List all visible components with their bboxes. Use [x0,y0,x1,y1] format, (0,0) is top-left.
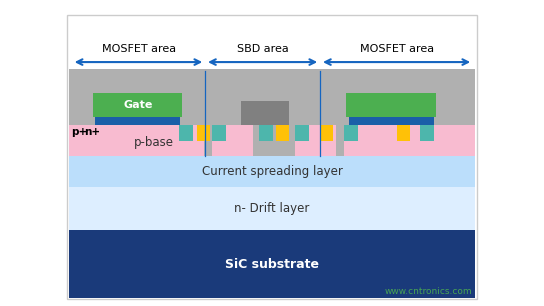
Text: Current spreading layer: Current spreading layer [202,165,342,178]
Text: Gate: Gate [123,100,152,110]
Bar [95,117,180,125]
Bar [344,125,475,156]
Bar [69,187,475,230]
Text: n+: n+ [84,127,100,137]
Bar [69,156,475,187]
Text: n- Drift layer: n- Drift layer [234,202,310,215]
Text: www.cntronics.com: www.cntronics.com [385,287,472,297]
Bar [240,101,289,125]
Bar [69,69,475,156]
Bar [276,125,289,141]
Bar [344,125,358,141]
Text: p-base: p-base [134,136,174,149]
Bar [295,125,336,156]
Bar [69,125,204,156]
Bar [349,117,434,125]
Text: MOSFET area: MOSFET area [102,44,176,54]
Text: p+: p+ [71,127,87,137]
Bar [259,125,273,141]
Bar [320,125,333,141]
Bar [212,125,226,141]
Text: MOSFET area: MOSFET area [360,44,434,54]
Bar [93,93,182,117]
Bar [197,125,210,141]
Bar [212,125,253,156]
Text: SBD area: SBD area [237,44,288,54]
Bar [295,125,308,141]
Bar [69,230,475,298]
Bar [347,93,436,117]
Bar [420,125,434,141]
Bar [180,125,193,141]
Bar [397,125,410,141]
Text: SiC substrate: SiC substrate [225,258,319,271]
